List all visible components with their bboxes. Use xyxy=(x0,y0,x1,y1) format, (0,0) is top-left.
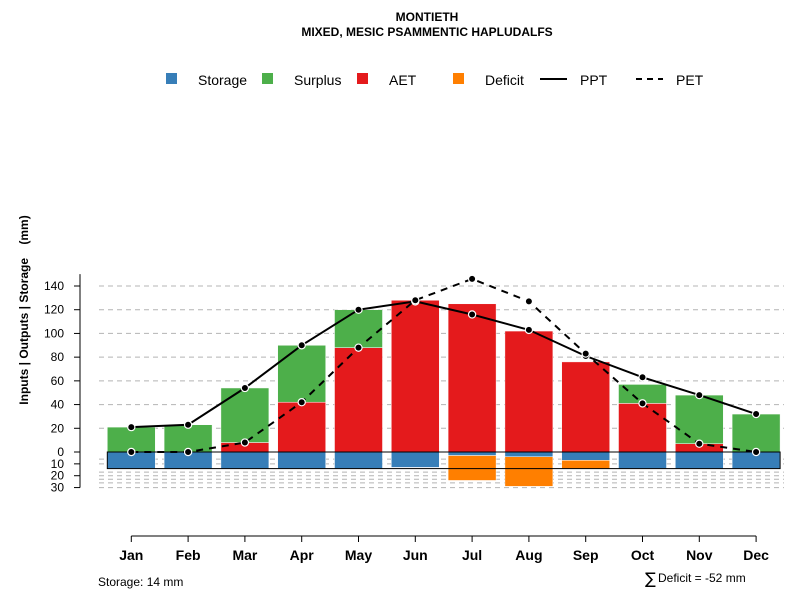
aet-bar xyxy=(504,330,554,453)
storage-bar xyxy=(561,451,610,461)
x-tick-label: Feb xyxy=(176,547,201,563)
aet-bar xyxy=(334,347,383,453)
pet-point xyxy=(581,349,590,358)
sigma-symbol: ∑ xyxy=(645,569,656,588)
y-tick-label: 0 xyxy=(57,445,64,459)
aet-bar xyxy=(391,299,440,453)
x-tick-label: Aug xyxy=(515,547,542,563)
legend-storage-swatch xyxy=(166,73,177,84)
pet-point xyxy=(751,447,761,457)
y-tick-label: 80 xyxy=(51,350,65,364)
pet-point xyxy=(638,399,647,408)
pet-point xyxy=(524,297,534,306)
x-tick-label: Nov xyxy=(686,547,713,563)
x-tick-label: Mar xyxy=(232,547,257,563)
surplus-bar xyxy=(675,394,724,444)
legend-aet-label: AET xyxy=(389,72,417,88)
y-tick-label: 120 xyxy=(44,303,64,317)
x-tick-label: Dec xyxy=(743,547,769,563)
surplus-bar xyxy=(277,345,326,403)
storage-bar xyxy=(220,451,270,469)
x-tick-label: Oct xyxy=(631,547,655,563)
pet-point xyxy=(183,447,193,457)
chart-subtitle: MIXED, MESIC PSAMMENTIC HAPLUDALFS xyxy=(301,25,552,39)
ppt-point xyxy=(127,422,136,432)
surplus-bar xyxy=(220,387,270,443)
pet-point xyxy=(297,398,306,407)
legend-surplus-label: Surplus xyxy=(294,72,341,88)
ppt-point xyxy=(467,310,477,319)
ppt-point xyxy=(638,373,647,382)
y-tick-label: 20 xyxy=(51,469,65,483)
pet-point xyxy=(411,296,420,305)
legend-pet-label: PET xyxy=(676,72,704,88)
y-tick-label: 100 xyxy=(44,326,64,340)
legend-deficit-label: Deficit xyxy=(485,72,524,88)
storage-bar xyxy=(618,451,667,469)
x-tick-label: Sep xyxy=(573,547,599,563)
deficit-bar xyxy=(561,460,610,469)
aet-bar xyxy=(618,403,667,453)
ppt-point xyxy=(240,383,250,393)
x-tick-label: Apr xyxy=(290,547,315,563)
storage-annotation: Storage: 14 mm xyxy=(98,575,183,589)
legend-storage-label: Storage xyxy=(198,72,247,88)
storage-bar xyxy=(447,451,497,456)
aet-bar xyxy=(277,401,326,453)
storage-bar xyxy=(334,451,383,469)
legend-ppt-label: PPT xyxy=(580,72,608,88)
pet-point xyxy=(354,343,363,352)
y-tick-label: 40 xyxy=(51,398,65,412)
y-tick-label: 20 xyxy=(51,421,65,435)
bars xyxy=(106,299,781,487)
legend: Storage Surplus AET Deficit PPT PET xyxy=(166,72,704,88)
surplus-bar xyxy=(163,424,213,453)
pet-point xyxy=(240,438,250,447)
series-lines xyxy=(127,274,761,457)
ppt-point xyxy=(751,409,761,419)
aet-bar xyxy=(447,303,497,453)
x-tick-label: Jul xyxy=(462,547,482,563)
storage-bar xyxy=(391,451,440,468)
ppt-point xyxy=(183,420,193,429)
deficit-bar xyxy=(504,456,554,487)
legend-deficit-swatch xyxy=(453,73,464,84)
storage-capacity-box xyxy=(106,451,781,470)
storage-bar xyxy=(277,451,326,469)
x-tick-label: Jan xyxy=(119,547,143,563)
surplus-bar xyxy=(731,413,781,453)
aet-bar xyxy=(561,361,610,453)
y-tick-label: 140 xyxy=(44,279,64,293)
pet-point xyxy=(695,439,704,448)
x-tick-label: May xyxy=(345,547,372,563)
legend-surplus-swatch xyxy=(262,73,273,84)
legend-aet-swatch xyxy=(357,73,368,84)
y-tick-label: 30 xyxy=(51,481,65,495)
ppt-point xyxy=(695,390,704,400)
storage-bar xyxy=(504,451,554,457)
ppt-point xyxy=(524,325,534,335)
deficit-bar xyxy=(447,455,497,481)
surplus-bar xyxy=(334,309,383,348)
chart-title: MONTIETH xyxy=(396,10,459,24)
ppt-point xyxy=(354,305,363,314)
x-tick-label: Jun xyxy=(403,547,428,563)
storage-bar xyxy=(675,451,724,469)
pet-line xyxy=(131,277,757,453)
ppt-point xyxy=(297,341,306,350)
y-tick-label: 10 xyxy=(51,457,65,471)
pet-point xyxy=(127,447,136,457)
ppt-line xyxy=(131,300,757,429)
pet-point xyxy=(467,274,477,284)
y-axis-label: Inputs | Outputs | Storage (mm) xyxy=(17,215,31,404)
deficit-annotation: Deficit = -52 mm xyxy=(658,571,746,585)
grid-lines xyxy=(99,285,784,489)
y-tick-label: 60 xyxy=(51,374,65,388)
